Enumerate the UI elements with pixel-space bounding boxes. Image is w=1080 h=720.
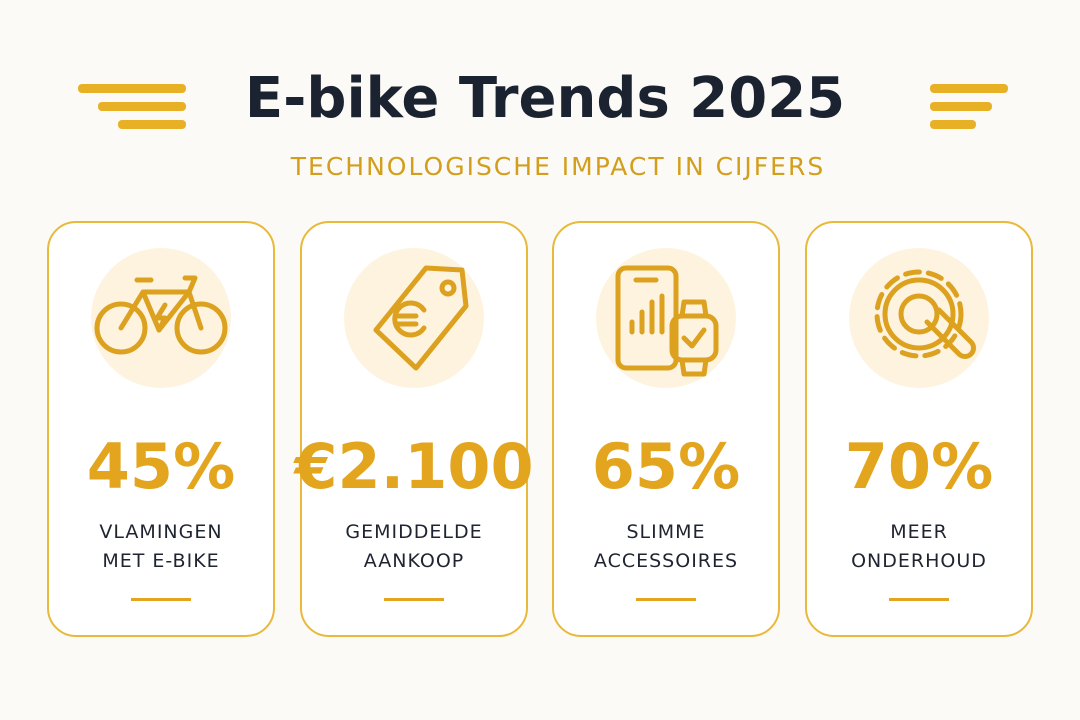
- subtitle: TECHNOLOGISCHE IMPACT IN CIJFERS: [290, 152, 825, 181]
- bolt: [154, 302, 168, 333]
- wheel: [174, 301, 228, 355]
- gear-hub: [898, 293, 940, 335]
- stat-value: €2.100: [292, 430, 533, 503]
- chart: [629, 277, 665, 335]
- stat-card: 70% MEER ONDERHOUD: [805, 221, 1033, 637]
- stripe: [98, 102, 186, 111]
- stat-label: ACCESSOIRES: [594, 550, 738, 572]
- watch: [669, 313, 719, 363]
- gear-teeth: [874, 269, 964, 359]
- euro: [392, 300, 427, 338]
- stat-card: 45% VLAMINGEN MET E-BIKE: [47, 221, 275, 637]
- icon-circle: [596, 248, 736, 388]
- stat-card: €2.100 GEMIDDELDE AANKOOP: [292, 221, 534, 637]
- underline: [384, 598, 444, 601]
- stat-label: AANKOOP: [364, 550, 465, 572]
- wrench: [924, 307, 976, 359]
- tag-hole: [439, 279, 457, 297]
- icon-circle: [849, 248, 989, 388]
- icon: [94, 275, 228, 355]
- stat-label: ONDERHOUD: [851, 550, 987, 572]
- stat-value: 45%: [87, 430, 235, 503]
- title-stripes: [78, 84, 1008, 129]
- stat-label: MEER: [890, 521, 948, 543]
- stat-label: MET E-BIKE: [102, 550, 219, 572]
- stat-value: 65%: [592, 430, 740, 503]
- gear: [882, 277, 956, 351]
- wheel: [94, 301, 148, 355]
- underline: [131, 598, 191, 601]
- underline: [636, 598, 696, 601]
- stripe: [930, 84, 1008, 93]
- title: E-bike Trends 2025: [245, 66, 845, 131]
- tag: [373, 265, 469, 371]
- stat-label: GEMIDDELDE: [345, 521, 482, 543]
- icon: [373, 265, 469, 371]
- stripe: [930, 102, 992, 111]
- stat-label: VLAMINGEN: [99, 521, 222, 543]
- underline: [889, 598, 949, 601]
- stripe: [78, 84, 186, 93]
- stripe: [118, 120, 186, 129]
- icon: [874, 269, 976, 359]
- icon: [615, 265, 719, 377]
- stat-card: 65% SLIMME ACCESSOIRES: [552, 221, 780, 637]
- stat-label: SLIMME: [626, 521, 705, 543]
- cards: 45% VLAMINGEN MET E-BIKE €2.100 GEMIDDELDE AA…: [47, 221, 1033, 637]
- stat-value: 70%: [845, 430, 993, 503]
- watch-strap: [679, 299, 709, 377]
- stripe: [930, 120, 976, 129]
